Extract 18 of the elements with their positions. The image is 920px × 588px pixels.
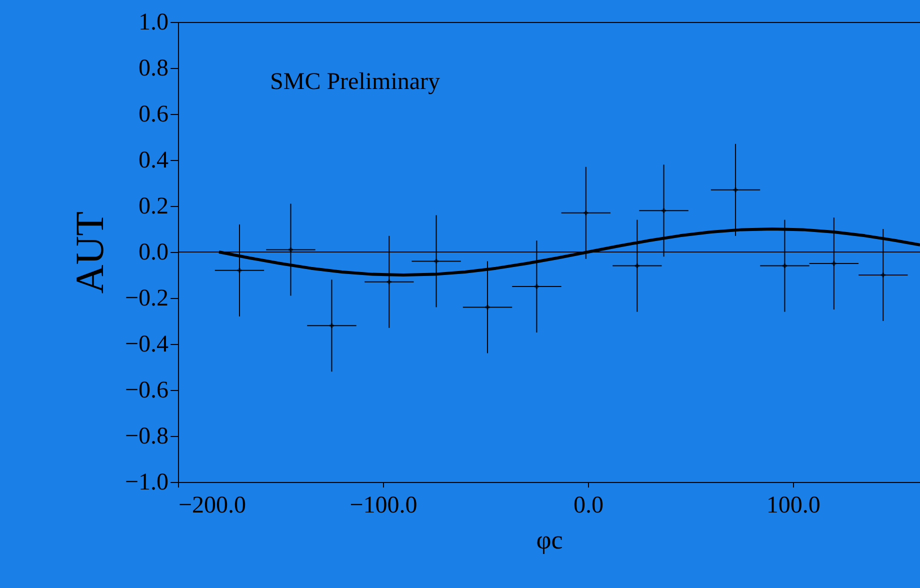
x-axis-title: φc bbox=[536, 526, 563, 554]
y-tick-label: −0.4 bbox=[124, 332, 168, 358]
x-tick-label: 0.0 bbox=[573, 492, 604, 518]
y-axis-title: AUT bbox=[66, 211, 112, 294]
y-tick-label: 0.8 bbox=[138, 56, 168, 82]
y-tick-label: 1.0 bbox=[138, 10, 168, 36]
x-tick-label: −100.0 bbox=[350, 492, 418, 518]
y-tick-label: 0.2 bbox=[138, 194, 168, 220]
x-tick-label: 100.0 bbox=[766, 492, 820, 518]
y-tick-label: −1.0 bbox=[124, 470, 168, 496]
x-tick-label: −200.0 bbox=[178, 492, 246, 518]
annotation: SMC Preliminary bbox=[270, 69, 440, 95]
y-tick-label: 0.6 bbox=[138, 102, 168, 128]
y-tick-label: −0.8 bbox=[124, 424, 168, 450]
y-tick-label: −0.6 bbox=[124, 378, 168, 404]
y-tick-label: 0.0 bbox=[138, 240, 168, 266]
y-tick-label: −0.2 bbox=[124, 286, 168, 312]
y-tick-label: 0.4 bbox=[138, 148, 168, 174]
